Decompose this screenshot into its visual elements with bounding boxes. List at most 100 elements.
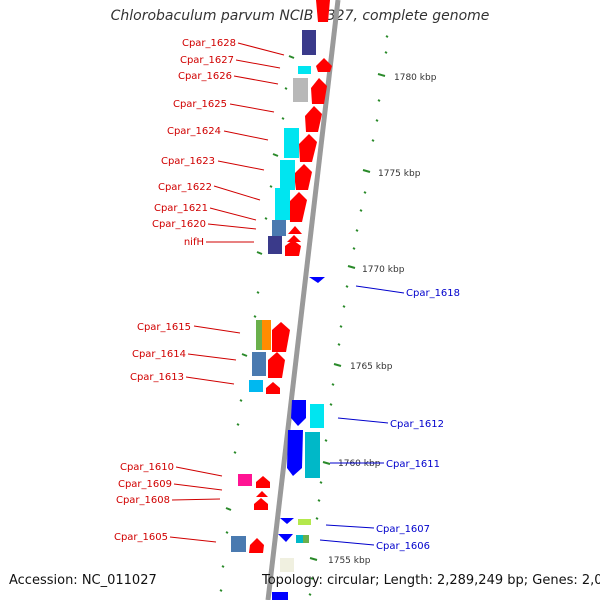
gene-arrow[interactable] (294, 164, 312, 190)
tick-mark (329, 403, 333, 406)
gene-label[interactable]: Cpar_1621 (154, 203, 208, 214)
tick-mark (256, 291, 260, 294)
gene-block[interactable] (310, 404, 324, 428)
tick-mark (281, 117, 285, 120)
gene-label[interactable]: Cpar_1624 (167, 126, 221, 137)
gene-arrow[interactable] (309, 277, 325, 283)
tick-mark (284, 87, 288, 90)
tick-mark (331, 383, 335, 386)
gene-arrow[interactable] (305, 106, 322, 132)
gene-block[interactable] (296, 535, 303, 543)
gene-arrow[interactable] (266, 382, 280, 394)
gene-arrow[interactable] (280, 518, 294, 524)
tick-mark (239, 399, 243, 402)
gene-label[interactable]: Cpar_1625 (173, 99, 227, 110)
gene-label[interactable]: Cpar_1626 (178, 71, 232, 82)
gene-label[interactable]: Cpar_1606 (376, 541, 430, 552)
gene-arrow[interactable] (254, 498, 268, 510)
gene-block[interactable] (280, 558, 294, 572)
gene-label[interactable]: Cpar_1612 (390, 419, 444, 430)
scale-label: 1765 kbp (350, 362, 393, 372)
gene-arrow[interactable] (299, 134, 317, 162)
gene-label[interactable]: Cpar_1620 (152, 219, 206, 230)
scale-label: 1775 kbp (378, 169, 421, 179)
left-gene-labels: Cpar_1628 Cpar_1627 Cpar_1626 Cpar_1625 … (114, 38, 236, 543)
gene-label[interactable]: Cpar_1618 (406, 288, 460, 299)
gene-block[interactable] (303, 535, 309, 543)
gene-arrow[interactable] (291, 400, 306, 426)
gene-block[interactable] (305, 432, 320, 478)
gene-label[interactable]: Cpar_1608 (116, 495, 170, 506)
scale-label: 1755 kbp (328, 556, 371, 566)
gene-arrow[interactable] (285, 240, 301, 256)
gene-arrow[interactable] (256, 491, 268, 497)
tick-mark (315, 517, 319, 520)
gene-block[interactable] (268, 236, 282, 254)
tick-mark (317, 499, 321, 502)
callout-line (185, 376, 235, 385)
tick-mark (233, 451, 237, 454)
tick-mark (355, 229, 359, 232)
scale-label: 1770 kbp (362, 265, 405, 275)
gene-block[interactable] (275, 188, 290, 220)
gene-block[interactable] (302, 30, 316, 55)
callout-line (233, 75, 279, 85)
gene-block[interactable] (249, 380, 263, 392)
gene-label[interactable]: Cpar_1614 (132, 349, 186, 360)
callout-line (337, 417, 389, 424)
gene-block[interactable] (284, 128, 299, 158)
gene-label[interactable]: Cpar_1605 (114, 532, 168, 543)
tick-mark (375, 119, 379, 122)
gene-arrow[interactable] (272, 322, 290, 352)
tick-mark (324, 439, 328, 442)
tick-mark (363, 191, 367, 194)
tick-mark (359, 209, 363, 212)
gene-label[interactable]: Cpar_1628 (182, 38, 236, 49)
tick-mark (377, 73, 386, 77)
tick-mark (310, 577, 314, 580)
callout-line (213, 185, 261, 201)
gene-arrow[interactable] (256, 476, 270, 488)
gene-block[interactable] (231, 536, 246, 552)
gene-block[interactable] (272, 220, 286, 236)
gene-arrow[interactable] (288, 226, 302, 234)
inner-tick-track (219, 55, 295, 592)
gene-label[interactable]: Cpar_1622 (158, 182, 212, 193)
gene-block[interactable] (262, 320, 271, 350)
scale-labels: 1780 kbp 1775 kbp 1770 kbp 1765 kbp 1760… (328, 73, 437, 566)
gene-arrow[interactable] (316, 58, 332, 72)
gene-arrow[interactable] (249, 538, 264, 553)
tick-mark (309, 557, 318, 561)
gene-label[interactable]: Cpar_1623 (161, 156, 215, 167)
gene-block[interactable] (293, 78, 308, 102)
callout-line (173, 483, 223, 491)
gene-block[interactable] (280, 160, 295, 190)
gene-label[interactable]: Cpar_1609 (118, 479, 172, 490)
gene-block[interactable] (298, 519, 311, 525)
gene-arrow[interactable] (287, 235, 301, 242)
callout-line (325, 524, 375, 529)
gene-label[interactable]: nifH (184, 237, 204, 248)
gene-label[interactable]: Cpar_1607 (376, 524, 430, 535)
gene-block[interactable] (238, 474, 252, 486)
gene-arrow[interactable] (289, 192, 307, 222)
gene-block[interactable] (298, 66, 311, 74)
tick-mark (339, 325, 343, 328)
tick-mark (362, 169, 371, 173)
gene-arrow[interactable] (278, 534, 293, 542)
gene-label[interactable]: Cpar_1610 (120, 462, 174, 473)
gene-block[interactable] (272, 592, 288, 600)
gene-arrow[interactable] (287, 430, 303, 476)
gene-arrow[interactable] (268, 352, 285, 378)
tick-mark (337, 343, 341, 346)
gene-label[interactable]: Cpar_1615 (137, 322, 191, 333)
gene-arrow[interactable] (311, 78, 327, 104)
gene-label[interactable]: Cpar_1613 (130, 372, 184, 383)
outer-tick-track (308, 35, 389, 596)
gene-label[interactable]: Cpar_1611 (386, 459, 440, 470)
gene-block[interactable] (256, 320, 262, 350)
gene-block[interactable] (252, 352, 266, 376)
gene-label[interactable]: Cpar_1627 (180, 55, 234, 66)
tick-mark (225, 531, 229, 534)
gene-arrow[interactable] (316, 0, 330, 22)
